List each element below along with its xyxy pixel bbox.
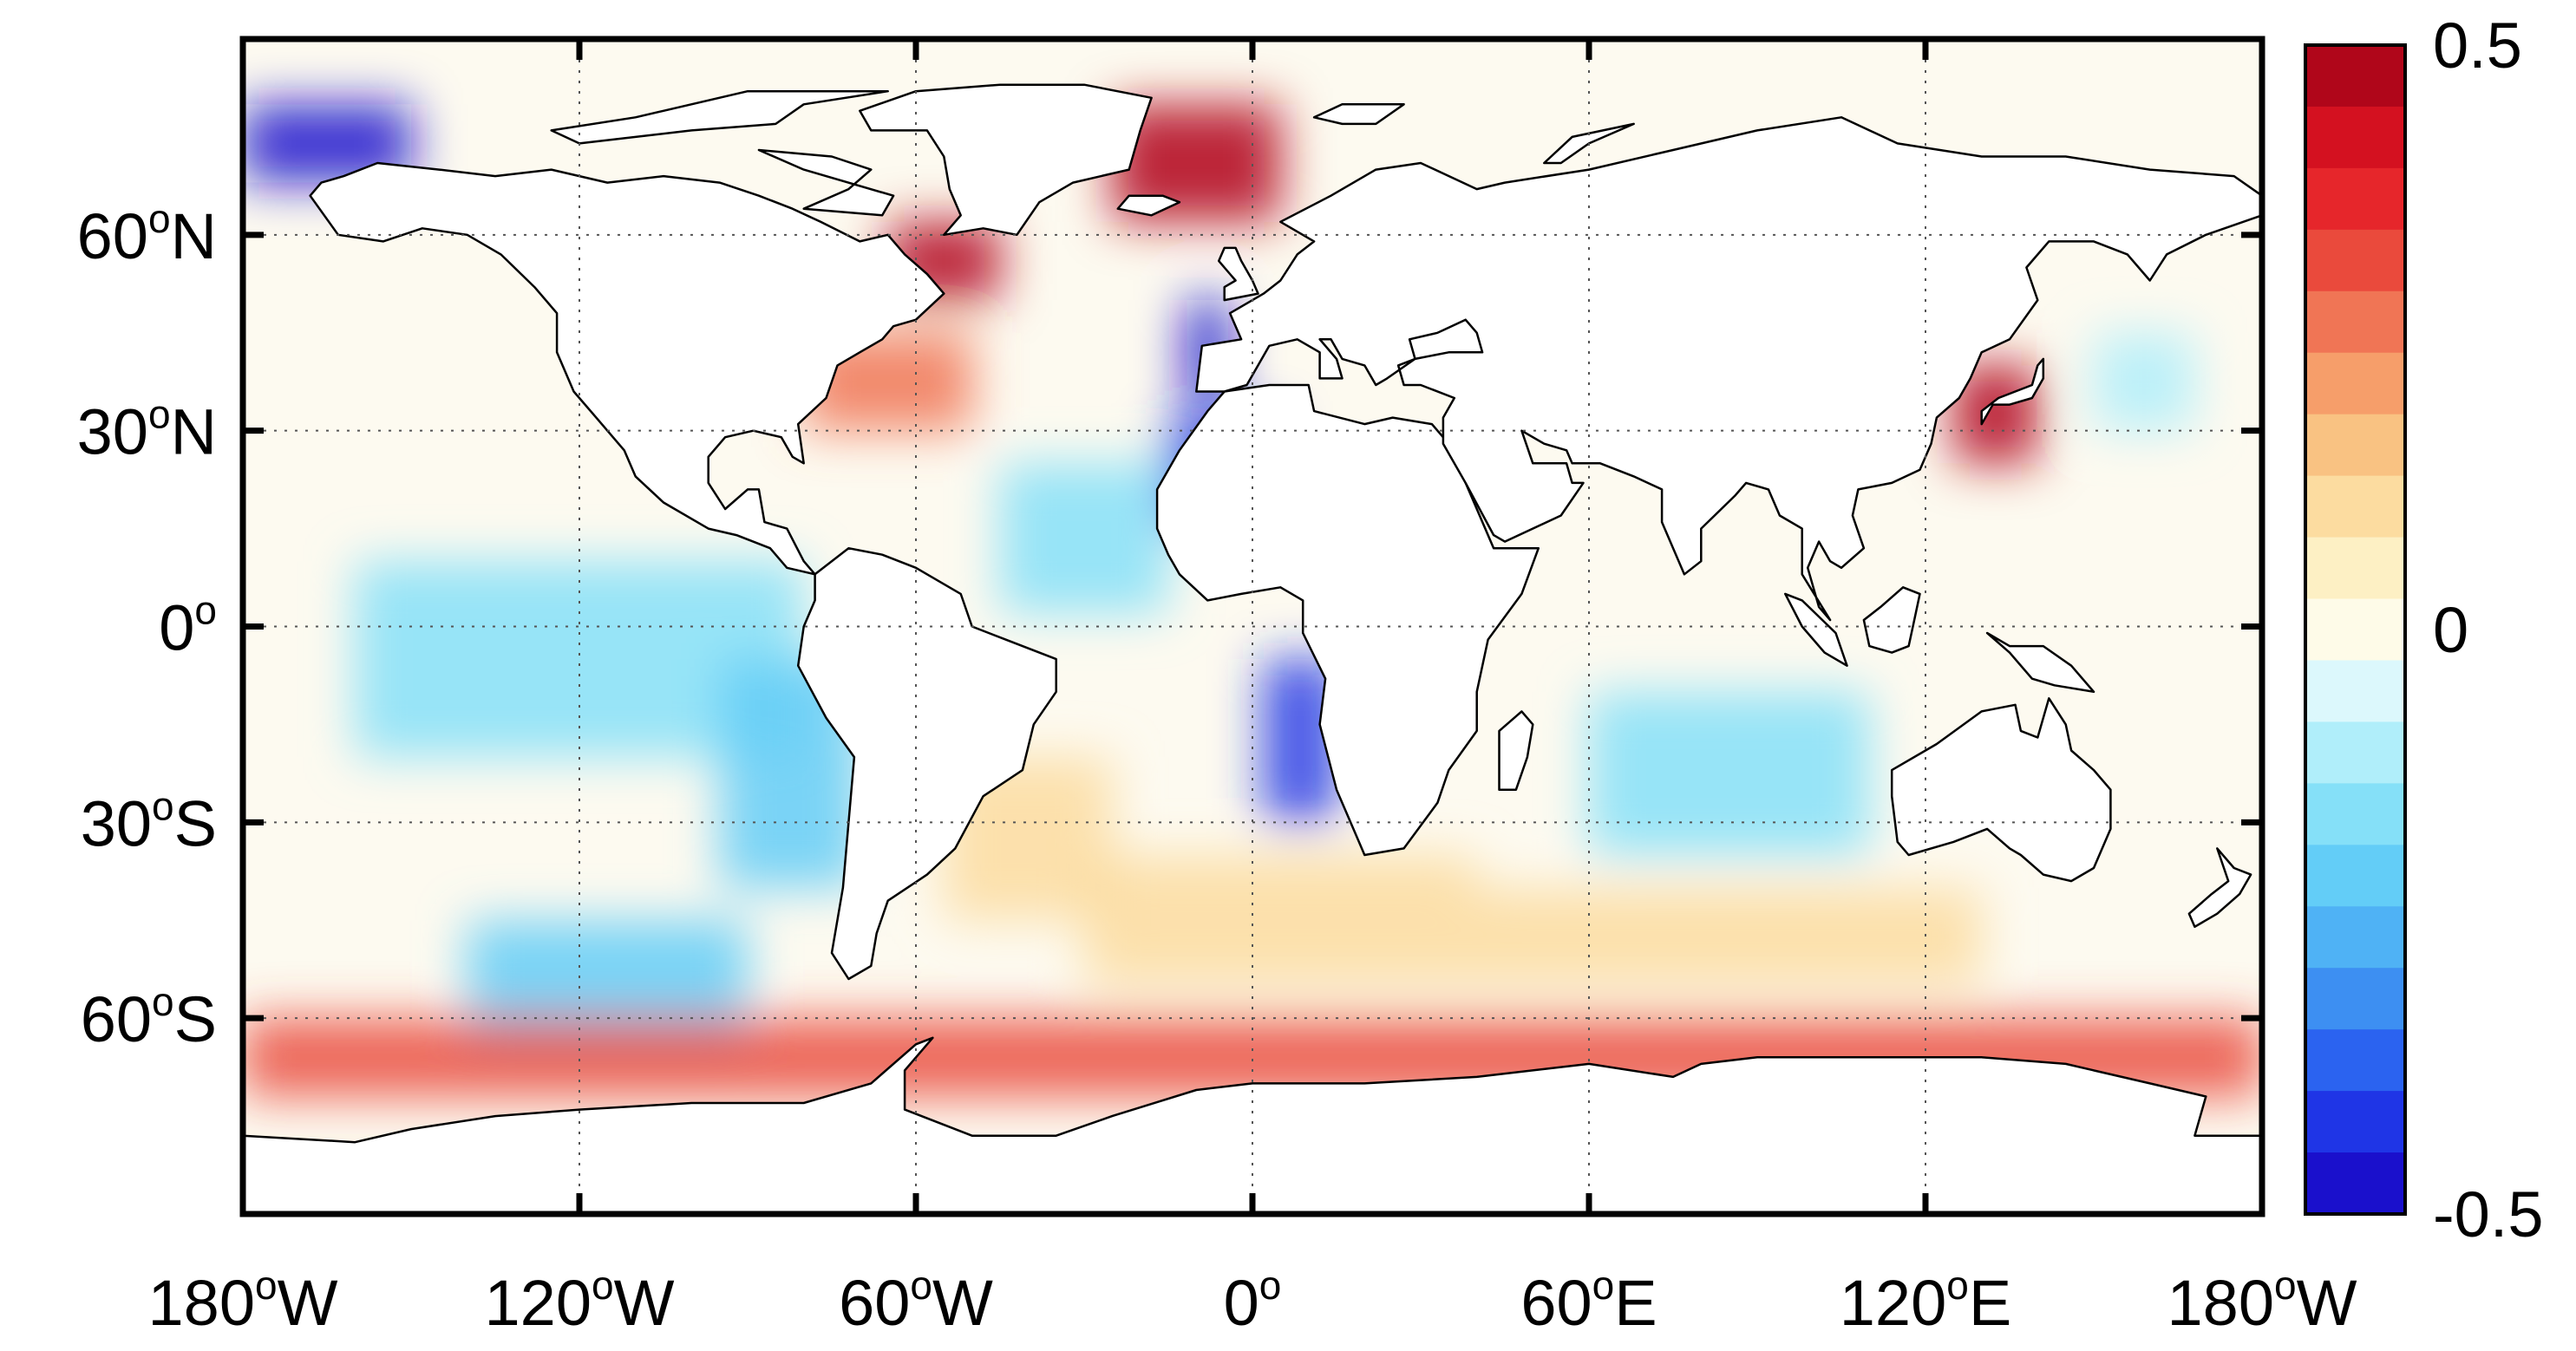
x-tick-label: 120oE (1840, 1263, 2011, 1339)
x-tick-label: 180oW (2167, 1263, 2357, 1339)
map-area (243, 39, 2262, 1214)
land-antarctica (243, 1036, 2262, 1214)
anomaly-south-atlantic-warm (1084, 854, 1477, 986)
colorbar-swatch (2305, 475, 2405, 538)
colorbar-swatch (2305, 352, 2405, 415)
anomaly-nw-pacific-cold (2094, 332, 2195, 431)
land-south-america (796, 546, 1057, 981)
land-africa (1155, 383, 1540, 857)
y-tick-label: 60oS (81, 979, 217, 1055)
y-tick-label: 60oN (77, 196, 217, 272)
land-new-guinea (1985, 631, 2095, 694)
x-tick-label: 180oW (148, 1263, 338, 1339)
colorbar-swatch (2305, 414, 2405, 477)
land-uk (1217, 246, 1259, 302)
colorbar-frame (2304, 43, 2407, 1216)
land-baffin (757, 148, 895, 217)
colorbar-swatch (2305, 167, 2405, 231)
land-new-zealand (2187, 847, 2252, 929)
colorbar-swatch (2305, 968, 2405, 1030)
ticks-layer (239, 39, 2265, 1214)
colorbar-swatch (2305, 106, 2405, 169)
colorbar-swatch (2305, 845, 2405, 907)
colorbar-swatch (2305, 229, 2405, 292)
land-greenland (859, 83, 1153, 237)
x-tick-label: 0o (1224, 1263, 1282, 1339)
colorbar-swatch (2305, 1029, 2405, 1092)
anomaly-indian-cold (1589, 691, 1870, 855)
land-madagascar (1498, 710, 1534, 791)
colorbar-swatch (2305, 906, 2405, 969)
y-axis-labels: 60oN 30oN 0o 30oS 60oS (77, 196, 217, 1055)
colorbar-labels: 0.5 0 -0.5 (2433, 10, 2544, 1250)
colorbar-swatch (2305, 290, 2405, 354)
x-tick-label: 120oW (485, 1263, 675, 1339)
land-japan (1980, 357, 2045, 426)
x-tick-label: 60oW (839, 1263, 993, 1339)
colorbar-swatch (2305, 721, 2405, 784)
y-tick-label: 30oN (77, 392, 217, 468)
colorbar-swatch (2305, 783, 2405, 845)
x-tick-label: 60oE (1520, 1263, 1657, 1339)
colorbar-label: -0.5 (2433, 1178, 2544, 1250)
land-layer (243, 83, 2262, 1214)
colorbar-swatch (2305, 45, 2405, 108)
colorbar-swatch (2305, 660, 2405, 722)
land-svalbard (1312, 103, 1405, 126)
colorbar-label: 0.5 (2433, 10, 2522, 82)
anomaly-south-indian-warm (1476, 887, 1982, 986)
grid-layer (243, 39, 2262, 1214)
colorbar (2304, 43, 2407, 1216)
colorbar-swatch (2305, 1091, 2405, 1153)
land-borneo (1862, 586, 1921, 654)
anomaly-tropical-atl-cold (1000, 463, 1168, 614)
land-australia (1890, 697, 2112, 883)
x-axis-labels: 180oW 120oW 60oW 0o 60oE 120oE 180oW (148, 1263, 2357, 1339)
colorbar-label: 0 (2433, 594, 2468, 666)
colorbar-swatch (2305, 537, 2405, 600)
colorbar-swatch (2305, 1152, 2405, 1215)
land-novaya-zemlya (1543, 122, 1635, 165)
land-arctic-islands (550, 89, 889, 145)
land-iceland (1116, 194, 1181, 217)
y-tick-label: 30oS (81, 783, 217, 859)
land-sumatra (1784, 592, 1848, 667)
colorbar-swatch (2305, 598, 2405, 661)
land-eurasia (1195, 116, 2262, 622)
y-tick-label: 0o (159, 588, 217, 664)
